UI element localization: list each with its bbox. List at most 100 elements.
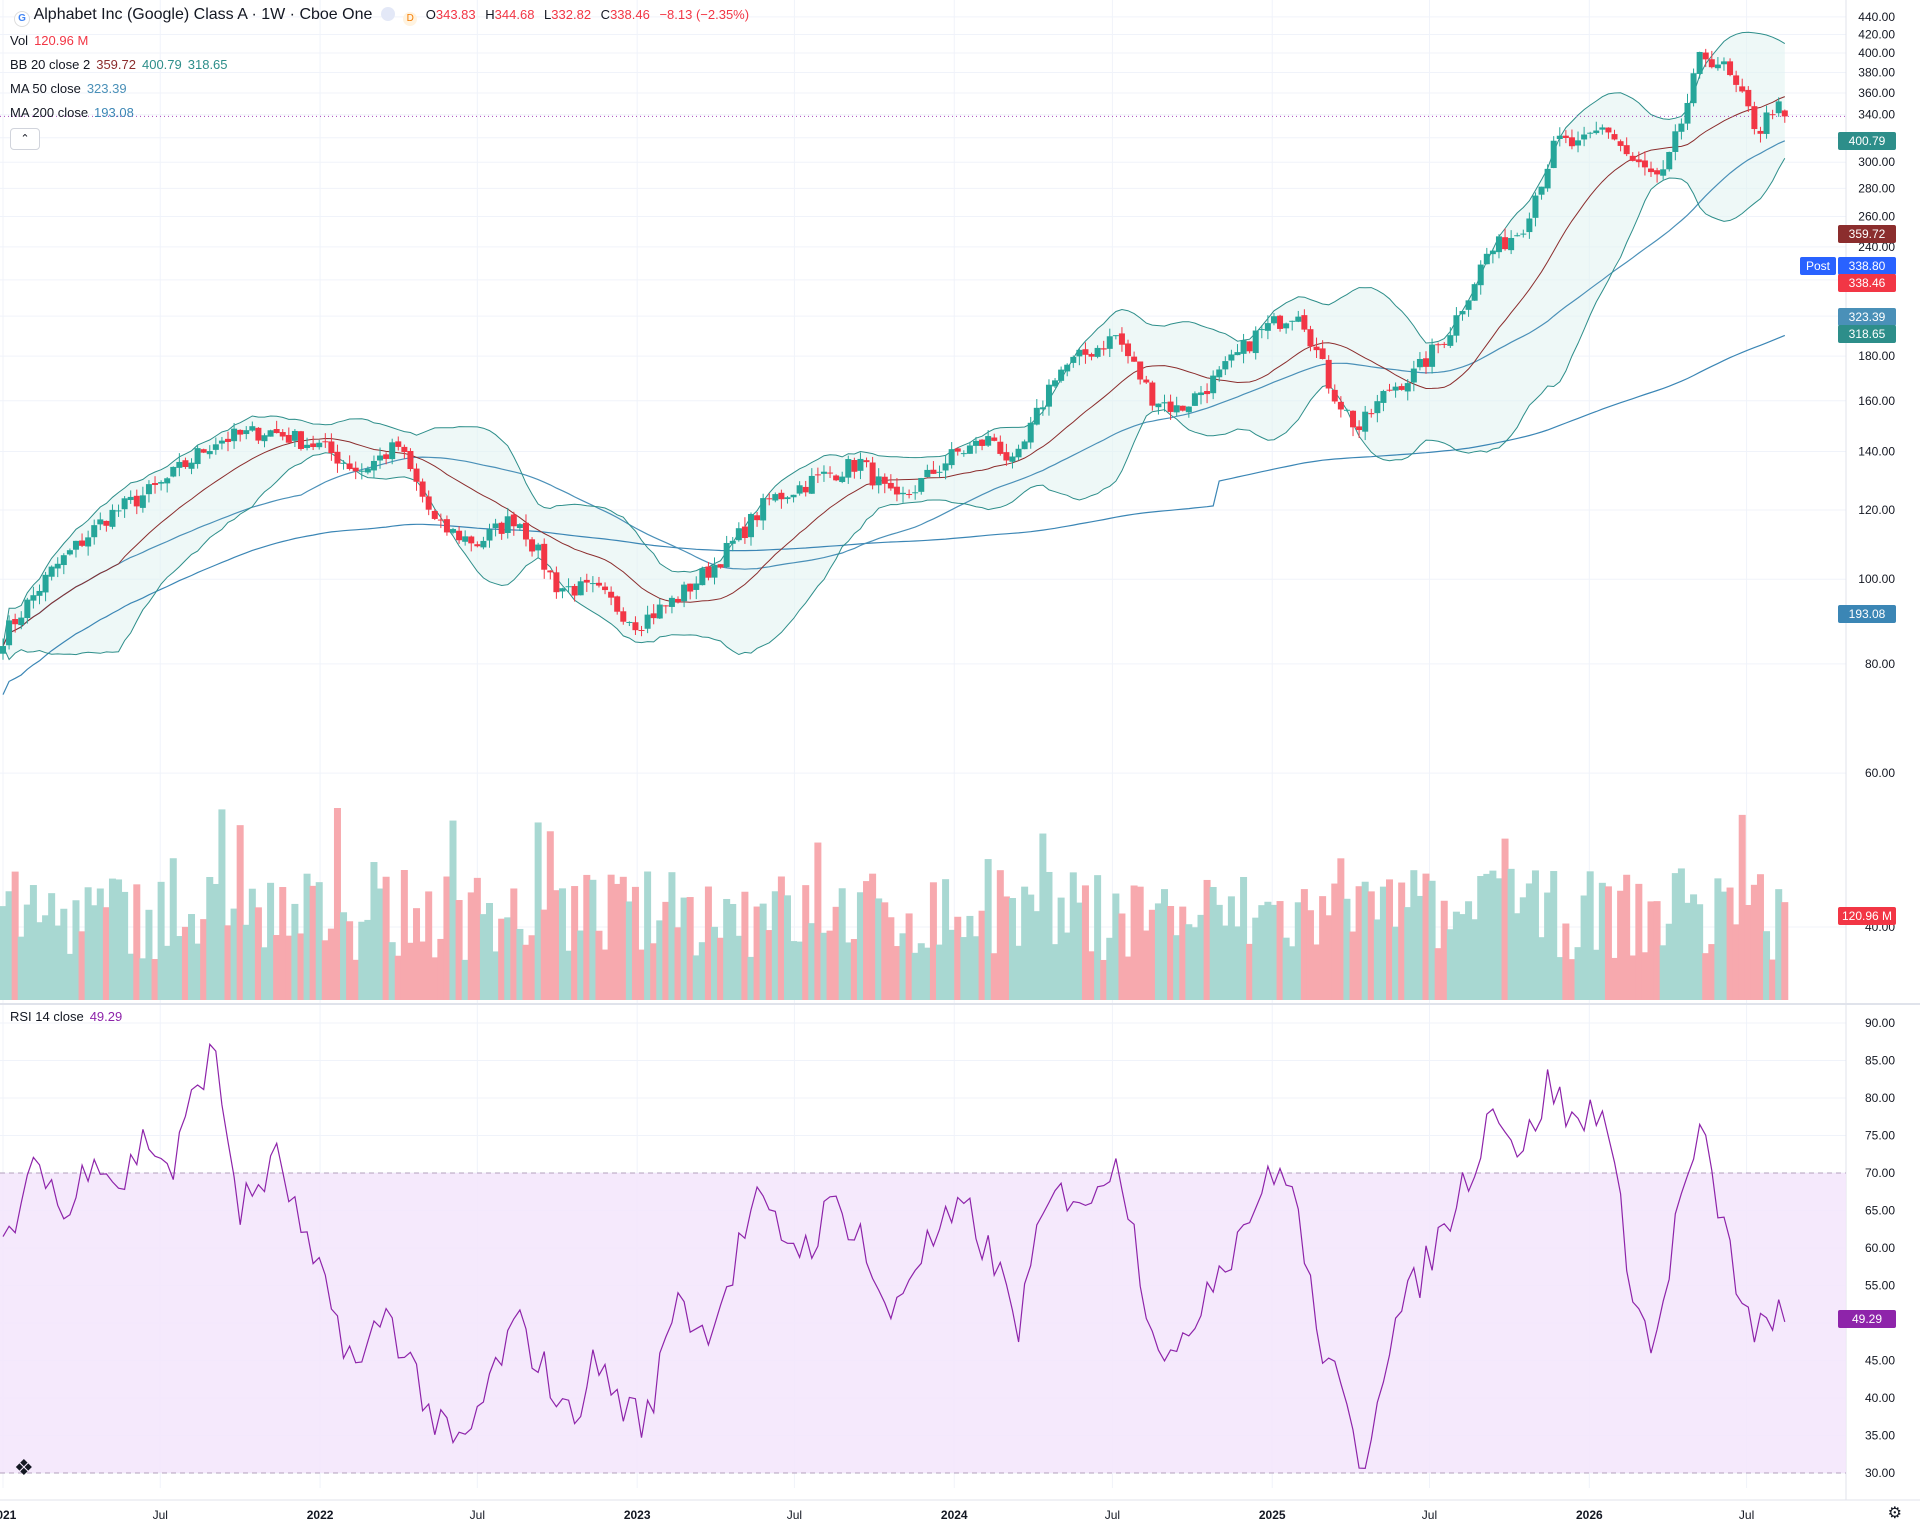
volume-bar	[60, 908, 68, 1000]
volume-bar	[631, 886, 639, 1000]
volume-bar	[802, 885, 810, 1000]
candle-body	[863, 460, 870, 463]
volume-bar	[1531, 870, 1539, 1000]
legend-ma50[interactable]: MA 50 close 323.39	[10, 81, 127, 96]
volume-bar	[954, 916, 962, 1000]
candle-body	[565, 586, 572, 588]
volume-bar	[875, 898, 883, 1000]
legend-bb[interactable]: BB 20 close 2 359.72 400.79 318.65	[10, 57, 228, 72]
volume-bar	[1690, 894, 1698, 1000]
candle-body	[170, 466, 177, 477]
volume-bar	[850, 939, 858, 1000]
moon-icon[interactable]	[380, 7, 395, 21]
candle-body	[583, 579, 590, 583]
volume-bar	[1227, 896, 1235, 1000]
legend-vol[interactable]: Vol 120.96 M	[10, 33, 89, 48]
candle-body	[72, 540, 79, 550]
volume-bar	[717, 937, 725, 1000]
candle-body	[1118, 333, 1125, 345]
volume-bar	[808, 923, 816, 1000]
volume-bar	[1270, 904, 1278, 1000]
candle-body	[1264, 323, 1271, 331]
volume-bar	[753, 906, 761, 1000]
collapse-legend-button[interactable]: ⌃	[10, 128, 40, 150]
candle-body	[1033, 407, 1040, 425]
volume-bar	[42, 915, 50, 1000]
volume-bar	[485, 903, 493, 1000]
candle-body	[1258, 329, 1265, 331]
volume-bar	[729, 903, 737, 1000]
volume-bar	[467, 892, 475, 1000]
volume-bar	[1671, 873, 1679, 1000]
volume-bar	[1452, 911, 1460, 1000]
time-axis[interactable]: 2021 Jul 2022 Jul 2023 Jul 2024 Jul 2025 Jul 2026 J…	[0, 1508, 1754, 1522]
volume-bar	[1440, 900, 1448, 1000]
bb-upper-tag: 400.79	[1838, 132, 1896, 150]
candle-body	[522, 522, 529, 540]
volume-bar	[1732, 924, 1740, 1000]
volume-bar	[710, 926, 718, 1000]
volume-bar	[1477, 876, 1485, 1000]
volume-bar	[747, 956, 755, 1000]
legend-rsi[interactable]: RSI 14 close 49.29	[10, 1009, 123, 1024]
candle-body	[133, 495, 140, 507]
volume-bar	[1556, 957, 1564, 1000]
delayed-data-icon[interactable]: D	[403, 12, 418, 26]
candle-body	[741, 526, 748, 539]
candle-body	[1052, 380, 1059, 387]
volume-bar	[1154, 903, 1162, 1000]
candle-body	[1082, 349, 1089, 355]
symbol-title[interactable]: Alphabet Inc (Google) Class A · 1W · Cbo…	[33, 6, 373, 23]
bb-basis-tag: 359.72	[1838, 225, 1896, 243]
symbol-header[interactable]: G Alphabet Inc (Google) Class A · 1W · C…	[10, 6, 755, 27]
candle-body	[1605, 127, 1612, 133]
candle-body	[1508, 237, 1515, 251]
candle-body	[1459, 311, 1466, 315]
ma200-line	[2, 334, 1786, 695]
candle-body	[1550, 140, 1557, 169]
volume-bar	[115, 879, 123, 1000]
candle-body	[1343, 409, 1350, 411]
candle-body	[869, 462, 876, 486]
candle-body	[1611, 134, 1618, 140]
volume-bar	[704, 886, 712, 1000]
candle-body	[425, 496, 432, 510]
candle-body	[1593, 130, 1600, 134]
rsi-series-line	[2, 1042, 1786, 1470]
candle-body	[808, 475, 815, 494]
volume-bar	[771, 891, 779, 1000]
rsi-axis[interactable]: 30.0035.0040.0045.0050.0055.0060.0065.00…	[1865, 1016, 1895, 1480]
volume-bar	[1039, 833, 1047, 1000]
gear-icon[interactable]: ⚙	[1887, 1505, 1902, 1522]
time-tick-label: 2026	[1576, 1508, 1603, 1522]
candle-body	[285, 434, 292, 443]
volume-bar	[48, 893, 56, 1000]
candle-body	[1216, 369, 1223, 378]
volume-bar	[698, 942, 706, 1000]
candle-body	[1404, 383, 1411, 392]
volume-bar	[1653, 901, 1661, 1000]
candle-body	[1453, 315, 1460, 336]
candle-body	[152, 483, 159, 485]
candle-body	[1045, 384, 1052, 407]
candle-body	[1495, 236, 1502, 253]
legend-ma200[interactable]: MA 200 close 193.08	[10, 105, 134, 120]
volume-bar	[473, 877, 481, 1000]
candle-body	[1733, 75, 1740, 85]
price-tick-label: 180.00	[1858, 349, 1895, 363]
candle-body	[358, 470, 365, 472]
candle-body	[24, 599, 31, 619]
volume-bar	[1173, 935, 1181, 1000]
bb-band-area	[3, 32, 1785, 660]
candle-body	[206, 451, 213, 455]
tradingview-logo[interactable]: ❖	[14, 1456, 34, 1481]
candle-body	[1313, 346, 1320, 351]
volume-bar	[1306, 910, 1314, 1000]
candle-body	[535, 544, 542, 551]
candle-body	[1143, 379, 1150, 383]
volume-bar	[1641, 952, 1649, 1000]
volume-bar	[200, 919, 208, 1000]
volume-bar	[66, 953, 74, 1000]
volume-bar	[790, 941, 798, 1000]
